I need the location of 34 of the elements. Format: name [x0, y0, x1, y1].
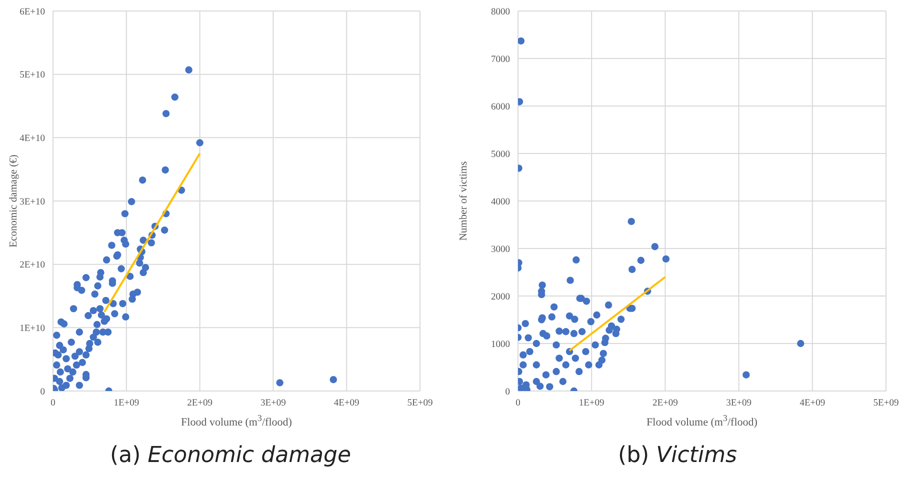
x-tick-label: 3E+09 [260, 398, 286, 409]
x-tick-label: 5E+09 [873, 398, 899, 409]
x-tick-label: 3E+09 [726, 398, 752, 409]
y-tick-label: 4000 [491, 197, 510, 208]
x-tick-label: 2E+09 [652, 398, 678, 409]
x-tick-label: 4E+09 [800, 398, 826, 409]
x-tick-label: 1E+09 [114, 398, 140, 409]
x-tick-label: 0 [50, 398, 56, 409]
y-tick-label: 1000 [491, 340, 510, 350]
text: (a) Economic damage [109, 442, 352, 468]
x-tick-label: 0 [516, 398, 521, 409]
y-tick-label: 5000 [491, 150, 510, 160]
x-tick-label: 1E+09 [578, 398, 605, 409]
x-axis-title: Flood volume (m$^{3}$/flood) [180, 413, 293, 429]
text: (b) Victims [616, 442, 738, 468]
y-tick-label: 8000 [491, 7, 510, 18]
y-tick-label: 6E+10 [20, 7, 46, 18]
y-tick-label: 0 [505, 387, 510, 398]
x-tick-label: 2E+09 [187, 398, 213, 409]
x-tick-label: 4E+09 [334, 398, 360, 409]
y-axis-title: Economic damage (€) [8, 154, 20, 248]
y-tick-label: 0 [40, 387, 46, 398]
y-tick-label: 3E+10 [20, 197, 46, 208]
y-tick-label: 7000 [491, 54, 510, 65]
y-tick-label: 1E+10 [20, 324, 46, 334]
x-tick-label: 5E+09 [407, 398, 433, 409]
y-tick-label: 5E+10 [20, 70, 46, 81]
y-tick-label: 4E+10 [20, 134, 46, 144]
y-axis-title: Number of victims [458, 161, 470, 241]
y-tick-label: 3000 [491, 244, 510, 255]
y-tick-label: 6000 [491, 102, 510, 112]
x-axis-title: Flood volume (m$^{3}$/flood) [646, 413, 758, 429]
y-tick-label: 2E+10 [20, 260, 46, 271]
y-tick-label: 2000 [491, 292, 510, 302]
